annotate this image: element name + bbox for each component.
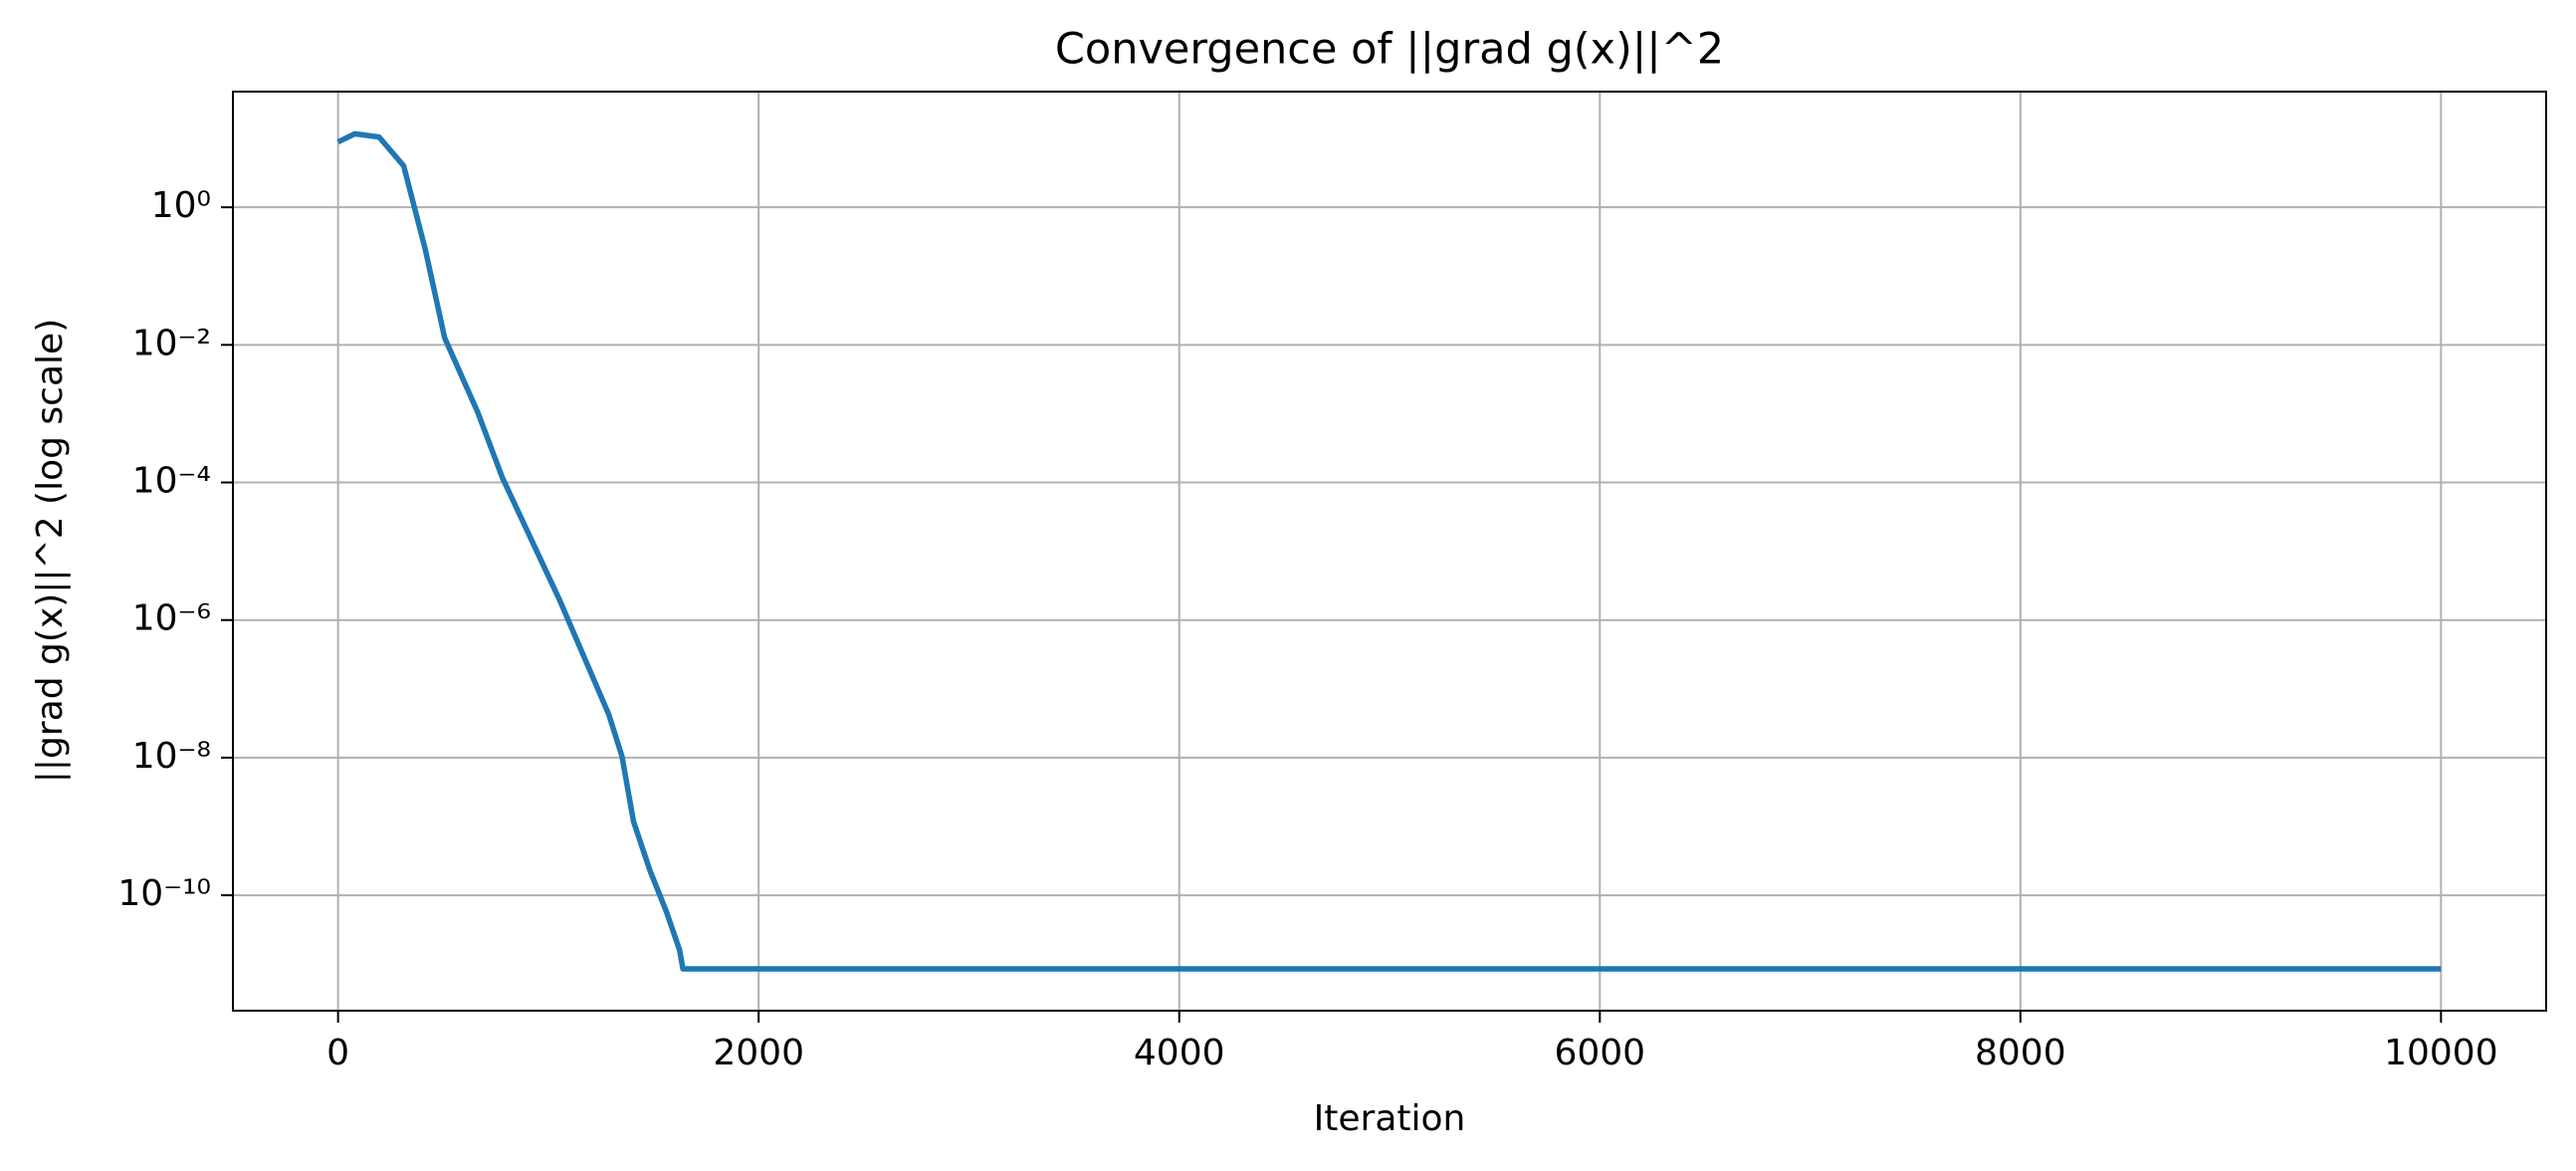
data-line	[336, 130, 2442, 972]
x-tick-label: 2000	[713, 1033, 804, 1073]
x-tick-label: 4000	[1134, 1033, 1225, 1073]
x-tick-label: 8000	[1975, 1033, 2066, 1073]
y-tick-label: 10⁻⁸	[132, 736, 211, 777]
x-tick-label: 0	[326, 1033, 349, 1073]
chart-title: Convergence of ||grad g(x)||^2	[1055, 25, 1724, 75]
x-axis-label: Iteration	[1314, 1098, 1466, 1139]
y-tick-label: 10⁰	[151, 185, 211, 226]
plot-frame	[232, 91, 2547, 1012]
y-tick-label: 10⁻¹⁰	[117, 873, 211, 914]
y-tick-label: 10⁻²	[132, 323, 211, 363]
y-tick-label: 10⁻⁴	[132, 461, 211, 502]
y-tick-label: 10⁻⁶	[132, 598, 211, 639]
y-axis-label: ||grad g(x)||^2 (log scale)	[30, 319, 71, 783]
x-tick-label: 6000	[1554, 1033, 1645, 1073]
x-tick-label: 10000	[2384, 1033, 2498, 1073]
